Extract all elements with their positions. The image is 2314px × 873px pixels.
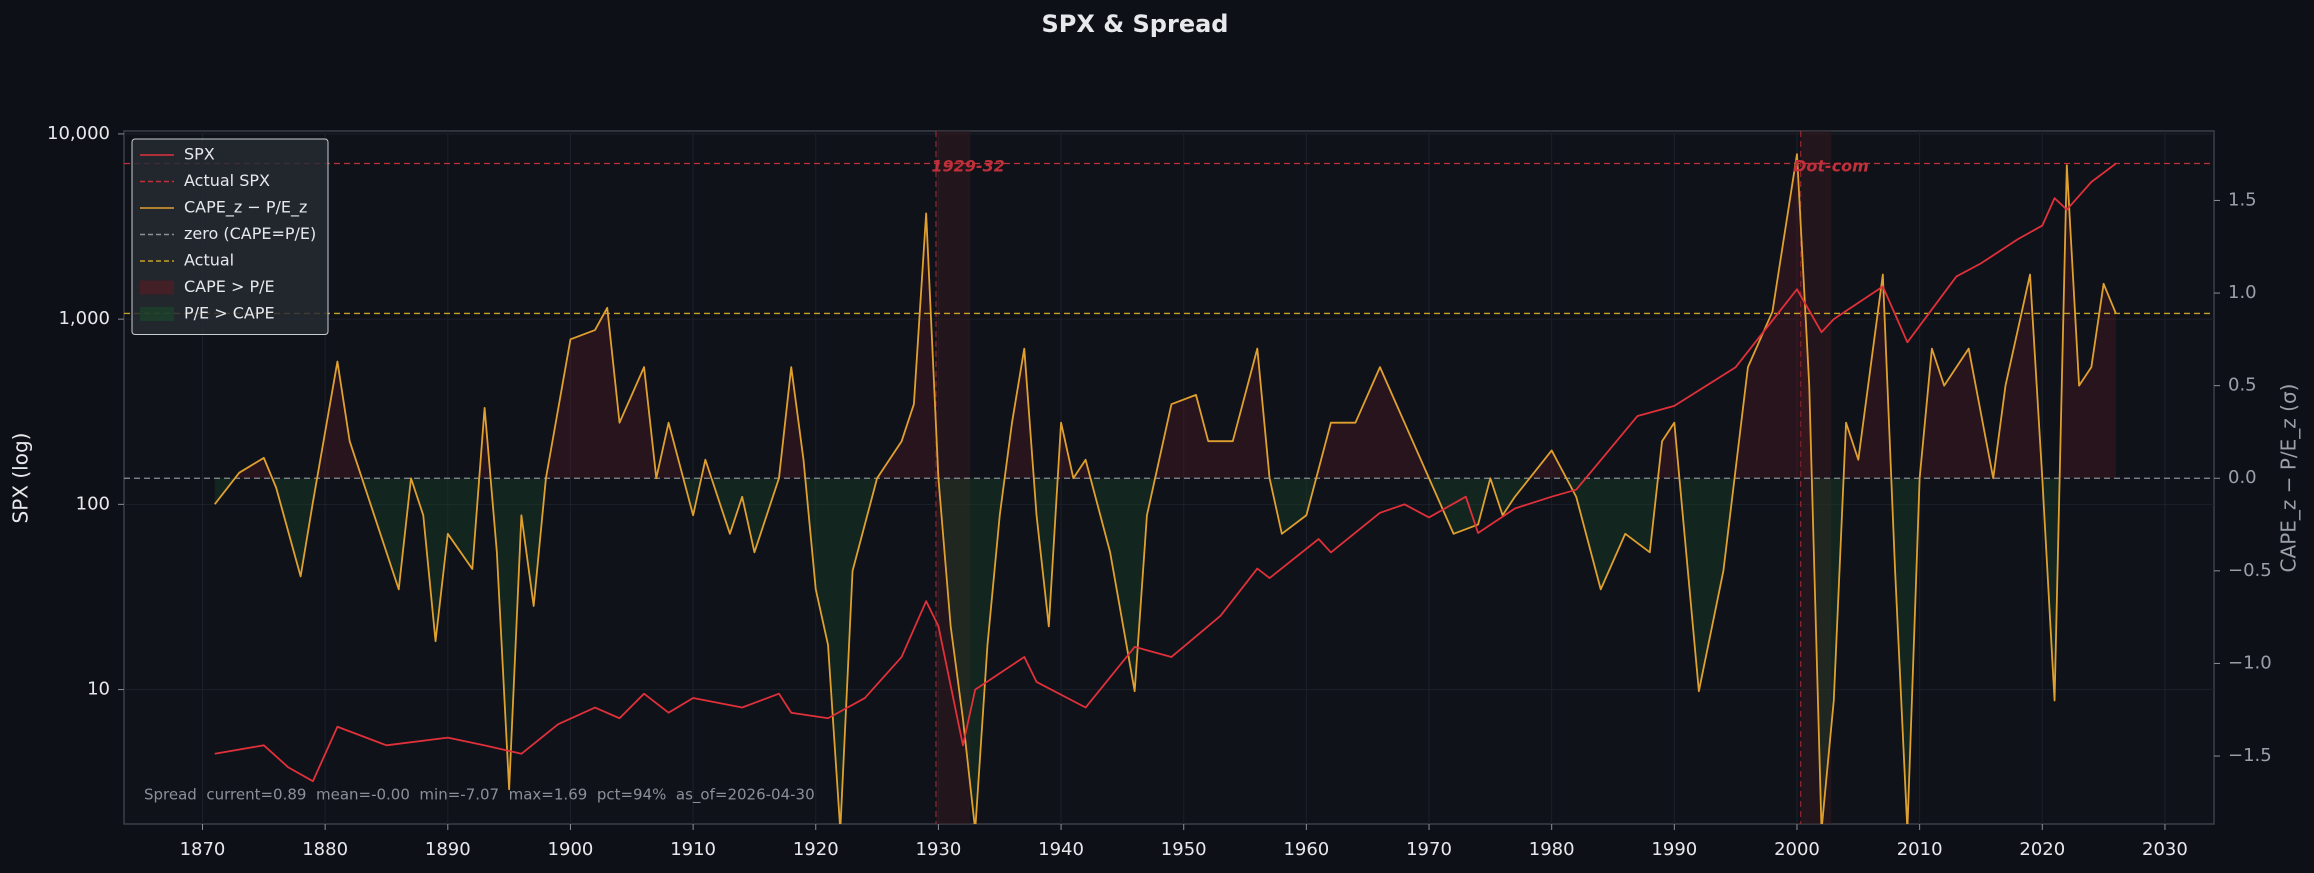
x-tick-label: 1930 bbox=[916, 839, 962, 860]
x-tick-label: 2030 bbox=[2142, 839, 2188, 860]
span bbox=[935, 131, 971, 824]
x-tick-label: 1970 bbox=[1406, 839, 1452, 860]
chart-title: SPX & Spread bbox=[1042, 10, 1229, 38]
legend-label: Actual bbox=[184, 251, 234, 270]
y2-tick-label: −1.5 bbox=[2228, 745, 2272, 766]
y-tick-label: 100 bbox=[76, 493, 110, 514]
y2-tick-label: −1.0 bbox=[2228, 652, 2272, 673]
fill-above bbox=[234, 154, 2116, 479]
plot-area bbox=[123, 130, 2215, 825]
x-tick-label: 1980 bbox=[1529, 839, 1575, 860]
plot-layer bbox=[124, 131, 2214, 824]
annotation: Spread current=0.89 mean=-0.00 min=-7.07… bbox=[144, 786, 815, 805]
x-tick-label: 1910 bbox=[670, 839, 716, 860]
x-tick-label: 2020 bbox=[2019, 839, 2065, 860]
y2-tick-label: −0.5 bbox=[2228, 560, 2272, 581]
x-tick-label: 2010 bbox=[1897, 839, 1943, 860]
legend-label: zero (CAPE=P/E) bbox=[184, 224, 316, 243]
x-tick-label: 1900 bbox=[548, 839, 594, 860]
legend-label: CAPE > P/E bbox=[184, 277, 275, 296]
y2-tick-label: 0.0 bbox=[2228, 467, 2257, 488]
y-tick-label: 10,000 bbox=[47, 123, 110, 144]
y-tick-label: 1,000 bbox=[58, 308, 110, 329]
x-tick-label: 1990 bbox=[1651, 839, 1697, 860]
span-label: 1929-32 bbox=[931, 157, 1004, 176]
x-tick-label: 1940 bbox=[1038, 839, 1084, 860]
y2-axis-label: CAPE_z − P/E_z (σ) bbox=[2277, 384, 2301, 573]
legend-box bbox=[131, 138, 329, 335]
x-tick-label: 1960 bbox=[1283, 839, 1329, 860]
y2-tick-label: 1.0 bbox=[2228, 282, 2257, 303]
x-tick-label: 2000 bbox=[1774, 839, 1820, 860]
span-label: Dot-com bbox=[1793, 157, 1869, 176]
series-line bbox=[214, 162, 2117, 783]
y2-tick-label: 1.5 bbox=[2228, 189, 2257, 210]
x-tick-label: 1890 bbox=[425, 839, 471, 860]
legend-swatch bbox=[140, 280, 174, 295]
legend-label: CAPE_z − P/E_z bbox=[184, 198, 307, 218]
x-tick-label: 1880 bbox=[302, 839, 348, 860]
legend-swatch bbox=[140, 307, 174, 321]
x-tick-label: 1950 bbox=[1161, 839, 1207, 860]
series-line bbox=[214, 153, 2117, 824]
legend-label: SPX bbox=[184, 145, 215, 164]
y2-tick-label: 0.5 bbox=[2228, 375, 2257, 396]
y-axis-label: SPX (log) bbox=[9, 433, 33, 524]
x-tick-label: 1870 bbox=[180, 839, 226, 860]
span bbox=[1800, 131, 1832, 824]
legend-label: P/E > CAPE bbox=[184, 304, 275, 323]
fill-below bbox=[214, 478, 2116, 824]
x-tick-label: 1920 bbox=[793, 839, 839, 860]
y-tick-label: 10 bbox=[87, 679, 110, 700]
legend-label: Actual SPX bbox=[184, 171, 270, 190]
